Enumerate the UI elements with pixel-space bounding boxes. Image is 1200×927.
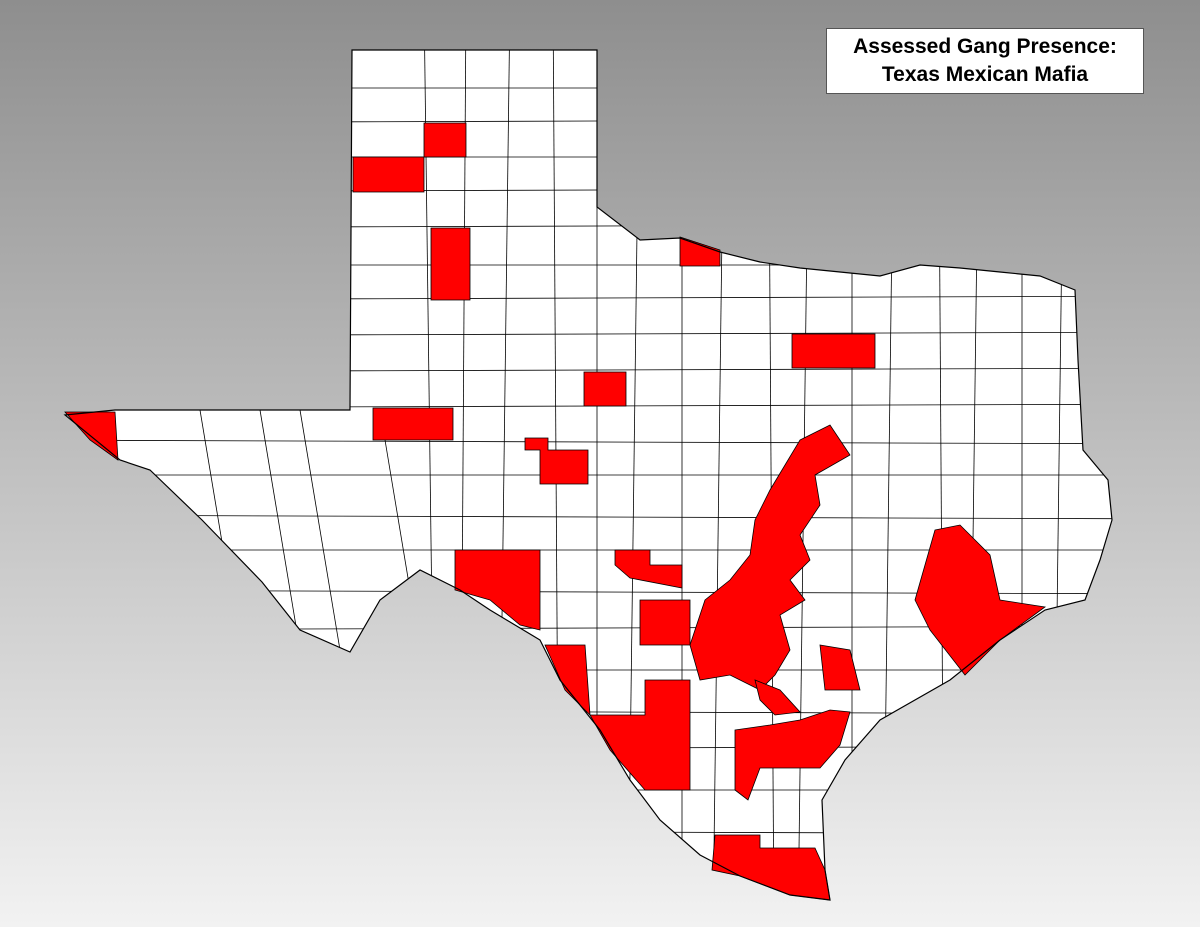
highlighted-counties	[64, 122, 1047, 901]
county-gang-presence	[614, 549, 683, 589]
county-gang-presence	[583, 371, 627, 407]
county-gang-presence	[754, 679, 801, 716]
county-gang-presence	[454, 549, 541, 631]
county-line	[65, 187, 1112, 193]
county-gang-presence	[679, 236, 721, 267]
county-line	[299, 409, 341, 651]
county-gang-presence	[639, 599, 691, 646]
county-gang-presence	[430, 227, 471, 301]
county-gang-presence	[423, 122, 467, 158]
county-gang-presence	[791, 333, 876, 369]
county-line	[65, 439, 1112, 445]
county-gang-presence	[689, 424, 851, 691]
map-title: Assessed Gang Presence: Texas Mexican Ma…	[826, 28, 1144, 94]
county-line	[65, 829, 1112, 835]
county-gang-presence	[352, 156, 425, 193]
county-gang-presence	[524, 437, 589, 485]
title-line-2: Texas Mexican Mafia	[881, 63, 1089, 86]
county-gang-presence	[372, 407, 454, 441]
county-line	[65, 745, 1112, 751]
county-line	[65, 118, 1112, 124]
county-gang-presence	[544, 644, 591, 717]
county-gang-presence	[819, 644, 861, 691]
county-gang-presence	[734, 709, 851, 801]
county-line	[65, 514, 1112, 520]
state-border	[63, 49, 1113, 901]
county-line	[259, 409, 301, 651]
title-line-1: Assessed Gang Presence:	[853, 35, 1117, 58]
